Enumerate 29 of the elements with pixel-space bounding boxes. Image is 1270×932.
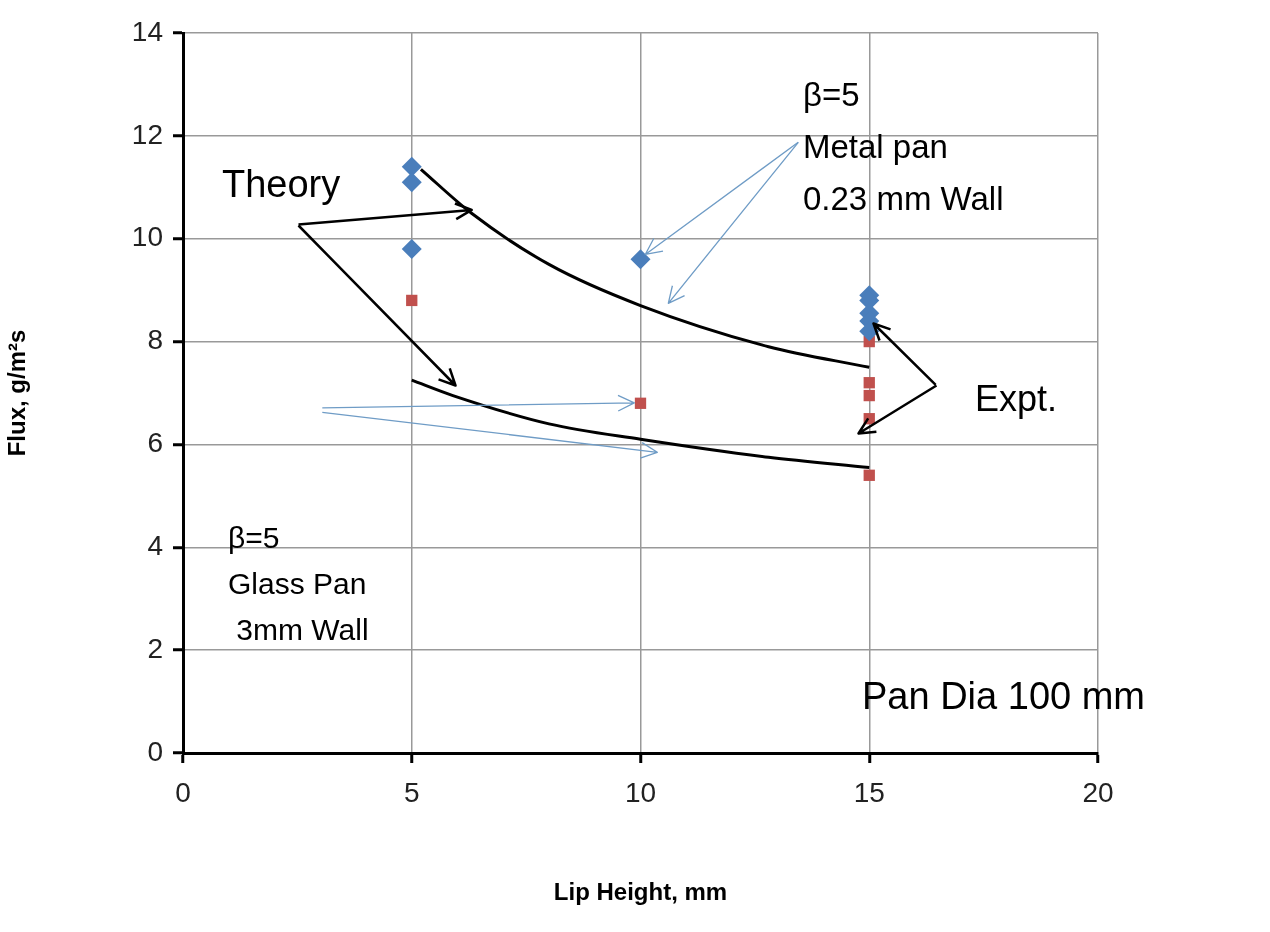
point: [863, 377, 875, 389]
y-tick-label: 0: [147, 735, 163, 767]
x-tick-label: 15: [853, 776, 885, 808]
annotation: Expt.: [975, 377, 1058, 419]
y-axis-title: Flux, g/m²s: [3, 329, 31, 457]
point: [401, 156, 422, 177]
y-tick-label: 12: [131, 118, 163, 150]
y-tick-label: 4: [147, 530, 163, 561]
annotation: β=5 Glass Pan 3mm Wall: [228, 521, 369, 647]
point: [630, 249, 651, 270]
point: [401, 239, 422, 259]
y-tick-label: 10: [131, 221, 163, 253]
point: [863, 469, 875, 481]
annotation: Theory: [222, 163, 341, 206]
y-tick-label: 2: [147, 632, 163, 664]
x-axis-title: Lip Height, mm: [553, 878, 728, 906]
point: [406, 294, 418, 307]
x-tick-label: 0: [175, 776, 191, 808]
point: [401, 172, 422, 193]
y-tick-label: 6: [147, 427, 163, 459]
y-tick-label: 8: [147, 324, 163, 356]
annotation: Pan Dia 100 mm: [862, 675, 1146, 718]
annotation: β=5 Metal pan 0.23 mm Wall: [803, 75, 1004, 217]
y-tick-label: 14: [131, 15, 163, 47]
x-tick-label: 10: [624, 776, 657, 808]
x-tick-label: 5: [403, 776, 420, 808]
point: [863, 389, 875, 402]
point: [634, 397, 647, 409]
x-tick-label: 20: [1082, 776, 1114, 808]
